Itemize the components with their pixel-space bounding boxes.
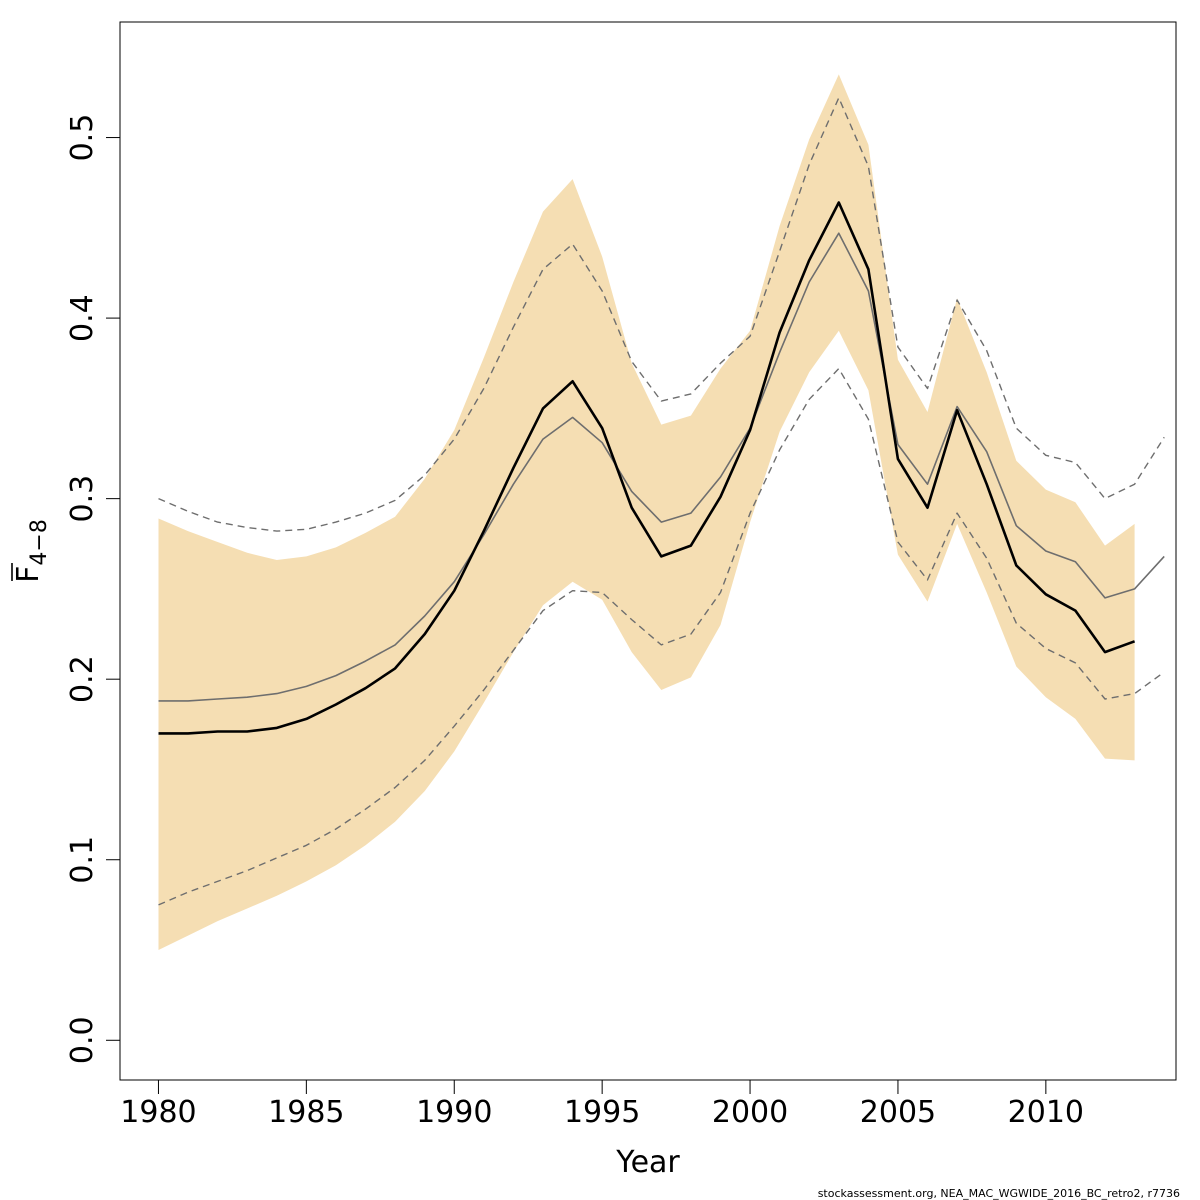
series-line-4-dashed-grey xyxy=(158,367,1165,906)
y-axis-title-main: F xyxy=(11,566,46,583)
x-tick-label: 2000 xyxy=(712,1095,788,1130)
y-tick-label: 0.1 xyxy=(65,836,100,884)
x-tick-label: 1990 xyxy=(416,1095,492,1130)
series-line-3-dashed-grey xyxy=(158,97,1165,532)
confidence-band xyxy=(158,74,1135,950)
y-axis-title: F4−8 xyxy=(11,519,52,583)
y-axis-title-subscript: 4−8 xyxy=(27,519,52,565)
x-axis-title: Year xyxy=(615,1145,680,1180)
y-tick-label: 0.5 xyxy=(65,114,100,162)
x-tick-label: 1980 xyxy=(120,1095,196,1130)
y-axis-title-text: F4−8 xyxy=(11,519,52,583)
x-tick-label: 2010 xyxy=(1008,1095,1084,1130)
series-line-2-solid-grey xyxy=(158,232,1165,702)
y-tick-label: 0.3 xyxy=(65,475,100,523)
x-tick-label: 2005 xyxy=(860,1095,936,1130)
y-tick-label: 0.0 xyxy=(65,1016,100,1064)
x-axis: 1980 1985 1990 1995 2000 2005 2010 xyxy=(120,1079,1084,1130)
x-tick-label: 1995 xyxy=(564,1095,640,1130)
y-tick-label: 0.2 xyxy=(65,655,100,703)
confidence-band-layer xyxy=(158,74,1135,950)
x-tick-label: 1985 xyxy=(268,1095,344,1130)
series-layer xyxy=(158,97,1165,906)
series-line-1-solid-bold xyxy=(158,201,1136,735)
y-tick-label: 0.4 xyxy=(65,294,100,342)
y-axis: 0.0 0.1 0.2 0.3 0.4 0.5 xyxy=(65,114,121,1064)
footer-credit: stockassessment.org, NEA_MAC_WGWIDE_2016… xyxy=(818,1187,1180,1200)
